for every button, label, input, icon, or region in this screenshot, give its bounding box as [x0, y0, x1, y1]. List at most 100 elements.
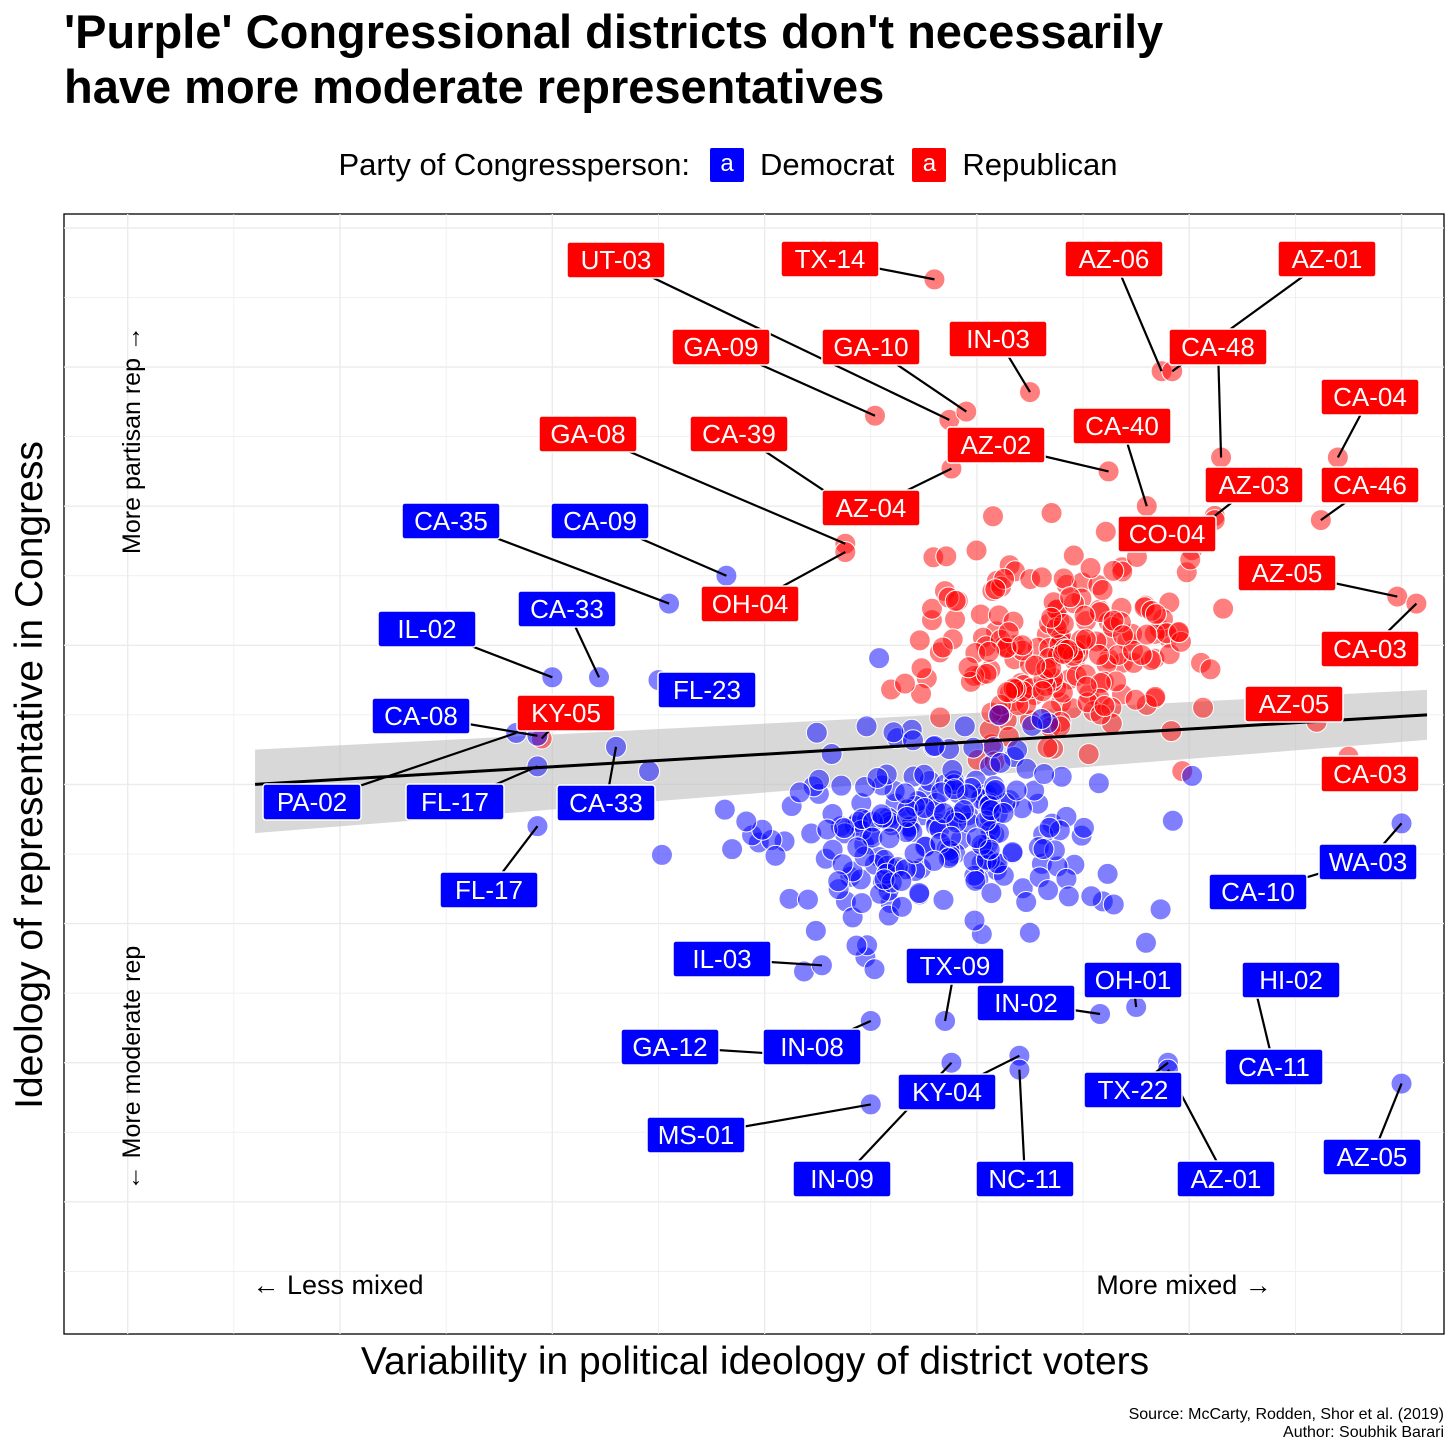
trend-confidence-band [255, 689, 1428, 834]
point-label-text: CA-35 [414, 506, 488, 536]
point-label-box [976, 984, 1076, 1022]
point-label-text: OH-01 [1095, 965, 1172, 995]
data-point [913, 797, 936, 820]
data-point [953, 715, 976, 738]
data-point [735, 810, 758, 833]
data-point [868, 647, 891, 670]
point-label-text: IN-08 [780, 1032, 844, 1062]
data-point [1040, 502, 1063, 525]
data-point [920, 597, 943, 620]
data-point [890, 870, 913, 893]
point-label-box [1204, 466, 1304, 504]
point-label-ms-01: MS-01 [646, 1116, 746, 1154]
data-point [830, 774, 853, 797]
data-point [638, 760, 661, 783]
point-label-text: NC-11 [988, 1164, 1061, 1194]
data-point [1161, 809, 1184, 832]
point-label-box [1083, 1071, 1183, 1109]
point-label-box [671, 328, 771, 366]
data-point [1024, 654, 1047, 677]
point-label-box [550, 502, 650, 540]
point-label-box [1277, 240, 1377, 278]
point-label-il-02: IL-02 [377, 610, 477, 648]
data-point [1124, 688, 1147, 711]
point-label-ca-03: CA-03 [1320, 630, 1420, 668]
point-label-az-05: AZ-05 [1237, 554, 1337, 592]
point-label-text: CA-33 [569, 788, 643, 818]
x-axis-title: Variability in political ideology of dis… [360, 1340, 1150, 1383]
point-label-box [1208, 873, 1308, 911]
point-label-text: TX-22 [1098, 1075, 1169, 1105]
data-point [1040, 606, 1063, 629]
more-moderate-annotation: ← More moderate rep [118, 946, 146, 1191]
point-label-box [1168, 328, 1268, 366]
point-label-oh-01: OH-01 [1083, 961, 1183, 999]
point-label-text: CA-03 [1333, 634, 1407, 664]
point-label-box [1176, 1160, 1276, 1198]
point-label-text: TX-14 [795, 244, 866, 274]
data-point [923, 849, 946, 872]
point-label-ca-35: CA-35 [401, 502, 501, 540]
point-label-ut-03: UT-03 [566, 241, 666, 279]
author-line: Author: Soubhik Barari [1283, 1424, 1444, 1441]
point-label-text: AZ-01 [1191, 1164, 1262, 1194]
legend-key-democrat: a [710, 148, 745, 182]
source-line: Source: McCarty, Rodden, Shor et al. (20… [1128, 1406, 1444, 1423]
point-label-text: UT-03 [581, 245, 652, 275]
point-label-tx-09: TX-09 [905, 947, 1005, 985]
data-point [1033, 763, 1056, 786]
point-label-text: FL-17 [421, 787, 489, 817]
trend-line-layer [254, 713, 1428, 786]
point-label-box [821, 489, 921, 527]
data-point [978, 640, 1001, 663]
point-label-text: IN-02 [994, 988, 1058, 1018]
point-label-box [401, 502, 501, 540]
point-label-az-06: AZ-06 [1064, 240, 1164, 278]
point-label-pa-02: PA-02 [262, 783, 362, 821]
data-point [1212, 597, 1235, 620]
data-point [1011, 634, 1034, 657]
point-label-text: CA-03 [1333, 759, 1407, 789]
data-point [846, 836, 869, 859]
point-label-text: CA-46 [1333, 470, 1407, 500]
data-point [1181, 764, 1204, 787]
point-label-ga-10: GA-10 [821, 328, 921, 366]
data-point [996, 681, 1019, 704]
data-point [882, 721, 905, 744]
data-point [984, 578, 1007, 601]
point-label-box [538, 415, 638, 453]
data-point [1094, 520, 1117, 543]
data-point [908, 882, 931, 905]
data-point [989, 751, 1012, 774]
data-point [1001, 841, 1024, 864]
data-point [1037, 879, 1060, 902]
point-label-box [946, 426, 1046, 464]
point-label-text: KY-05 [531, 698, 601, 728]
data-point [1015, 890, 1038, 913]
legend-key-republican: a [912, 148, 947, 182]
point-label-text: AZ-04 [836, 493, 907, 523]
data-point [650, 843, 673, 866]
point-label-box [672, 940, 772, 978]
point-label-box [1318, 843, 1418, 881]
point-label-ca-04: CA-04 [1320, 378, 1420, 416]
data-point [805, 721, 828, 744]
data-point [808, 768, 831, 791]
data-point [1130, 644, 1153, 667]
point-label-az-04: AZ-04 [821, 489, 921, 527]
label-leader-line [615, 259, 950, 421]
data-point [850, 892, 873, 915]
point-label-box [646, 1116, 746, 1154]
point-label-box [371, 697, 471, 735]
data-point [833, 817, 856, 840]
data-point [1032, 838, 1055, 861]
data-point [820, 743, 843, 766]
trend-band-layer [255, 689, 1428, 834]
point-label-text: TX-09 [920, 951, 991, 981]
point-label-ca-10: CA-10 [1208, 873, 1308, 911]
data-point [804, 919, 827, 942]
point-label-text: CA-39 [702, 419, 776, 449]
data-point [944, 608, 967, 631]
point-label-box [975, 1160, 1075, 1198]
point-label-text: AZ-03 [1219, 470, 1290, 500]
